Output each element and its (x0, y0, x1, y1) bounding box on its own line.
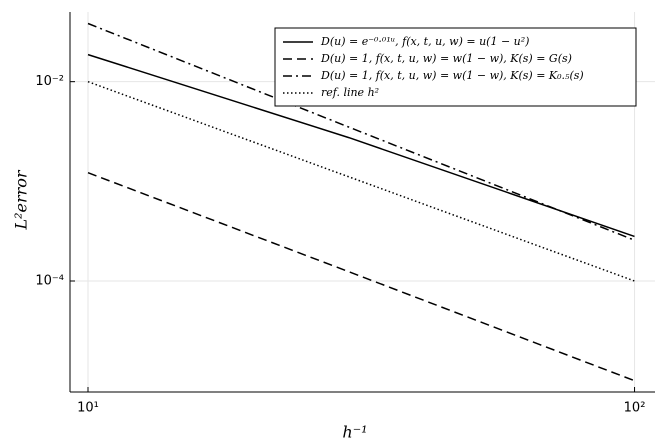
line (87, 53, 635, 238)
legend-label: D(u) = 1, f(x, t, u, w) = w(1 − w), K(s)… (320, 69, 584, 82)
legend-label: D(u) = e⁻⁰·⁰¹ᵘ, f(x, t, u, w) = u(1 − u²… (320, 35, 529, 48)
y-tick-label: 10⁻² (35, 74, 64, 89)
line (87, 80, 635, 282)
line (87, 171, 635, 382)
line (87, 22, 635, 241)
legend-box (274, 27, 637, 107)
y-axis-label: L²error (12, 169, 31, 230)
legend-label: ref. line h² (321, 86, 379, 99)
x-axis-label: h⁻¹ (342, 423, 367, 442)
x-tick-label: 10² (624, 401, 646, 416)
x-tick-label: 10¹ (77, 401, 99, 416)
legend-label: D(u) = 1, f(x, t, u, w) = w(1 − w), K(s)… (320, 52, 572, 65)
y-tick-label: 10⁻⁴ (35, 274, 64, 289)
